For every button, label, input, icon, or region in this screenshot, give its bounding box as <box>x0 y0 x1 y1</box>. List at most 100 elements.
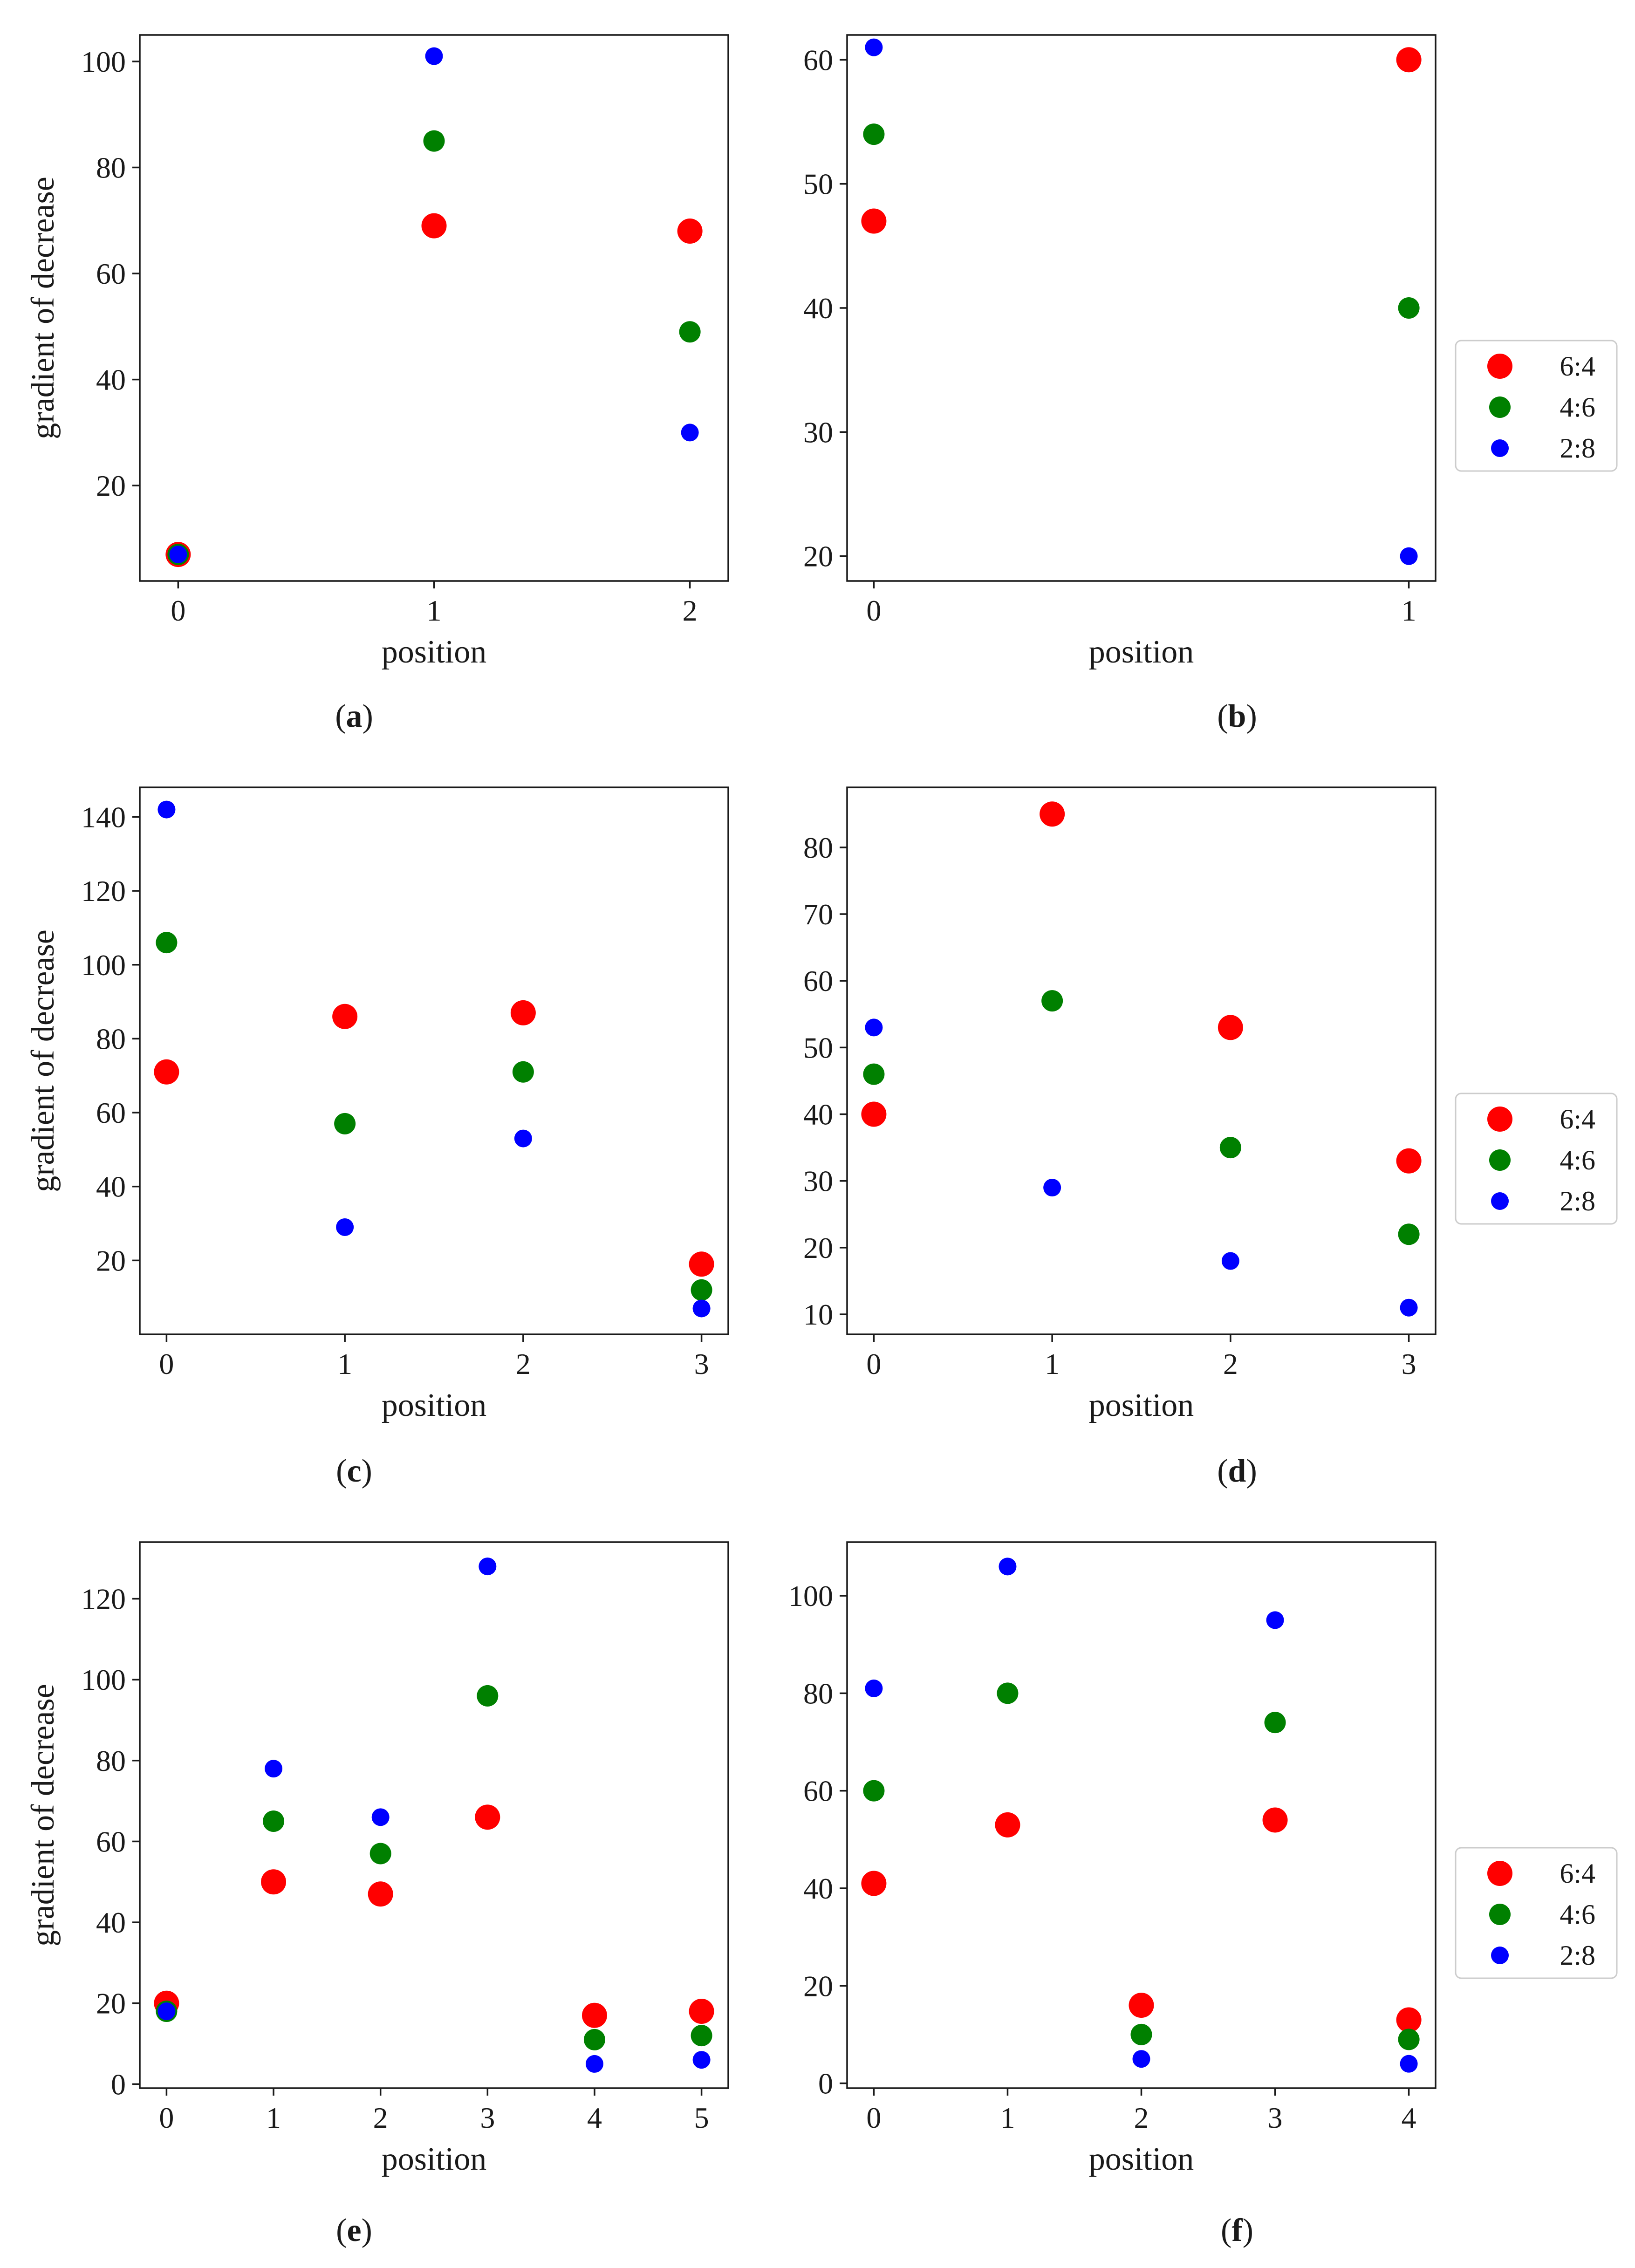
point-4-6-pos-2 <box>1219 1137 1241 1159</box>
point-6-4-pos-3 <box>1396 1148 1422 1174</box>
point-6-4-pos-1 <box>1040 801 1065 827</box>
point-4-6-pos-1 <box>334 1113 356 1134</box>
point-6-4-pos-0 <box>861 1101 887 1127</box>
x-tick-label: 1 <box>1045 1347 1060 1380</box>
y-tick-label: 30 <box>803 1165 833 1198</box>
point-2-8-pos-2 <box>371 1808 390 1826</box>
x-tick-label: 2 <box>373 2101 388 2134</box>
x-tick-label: 0 <box>159 1347 174 1380</box>
chart-panel-c: 20 40 60 80 100 120 140 0 1 2 3 position gradient of… <box>25 786 729 1489</box>
legend-marker-4-6 <box>1489 396 1511 418</box>
point-6-4-pos-3 <box>1262 1807 1288 1833</box>
point-6-4-pos-4 <box>1396 2007 1422 2033</box>
point-6-4-pos-0 <box>154 1059 179 1085</box>
legend-label: 4:6 <box>1560 392 1595 423</box>
legend-marker-4-6 <box>1489 1904 1511 1925</box>
legend-marker-2-8 <box>1491 439 1509 457</box>
x-tick-label: 5 <box>694 2101 709 2134</box>
point-2-8-pos-0 <box>157 800 176 819</box>
point-2-8-pos-0 <box>157 2002 176 2021</box>
y-tick-label: 60 <box>96 257 126 290</box>
point-2-8-pos-2 <box>514 1129 532 1148</box>
plot-frame <box>139 34 729 582</box>
y-tick-label: 50 <box>803 1031 833 1064</box>
plot-frame <box>846 786 1437 1335</box>
y-tick-label: 40 <box>803 1098 833 1131</box>
point-6-4-pos-1 <box>1396 47 1422 73</box>
chart-panel-f: 0 20 40 60 80 100 0 1 2 3 4 position (f) 6:4 4:6 2:8 <box>788 1541 1618 2248</box>
plot-frame <box>139 1541 729 2089</box>
y-tick-label: 100 <box>81 45 126 78</box>
point-4-6-pos-3 <box>1398 1223 1420 1245</box>
x-tick-label: 3 <box>694 1347 709 1380</box>
y-tick-label: 40 <box>96 1170 126 1203</box>
point-2-8-pos-1 <box>425 47 443 65</box>
point-2-8-pos-2 <box>681 424 699 442</box>
x-tick-label: 1 <box>337 1347 352 1380</box>
point-2-8-pos-3 <box>692 1299 711 1318</box>
point-4-6-pos-4 <box>583 2029 605 2050</box>
y-tick-label: 60 <box>803 1775 833 1808</box>
y-tick-label: 20 <box>96 1987 126 2020</box>
x-tick-label: 4 <box>1402 2101 1416 2134</box>
point-4-6-pos-0 <box>156 932 178 954</box>
y-tick-label: 20 <box>803 1969 833 2002</box>
point-2-8-pos-1 <box>1043 1179 1061 1197</box>
panel-caption: (c) <box>336 1453 372 1489</box>
point-6-4-pos-5 <box>689 1999 714 2024</box>
y-tick-label: 60 <box>803 43 833 76</box>
point-6-4-pos-1 <box>261 1869 287 1895</box>
y-tick-label: 100 <box>788 1579 833 1612</box>
x-tick-label: 0 <box>866 594 881 627</box>
point-2-8-pos-1 <box>336 1218 354 1236</box>
point-2-8-pos-1 <box>265 1760 283 1778</box>
y-tick-label: 30 <box>803 416 833 449</box>
point-4-6-pos-2 <box>679 321 701 343</box>
y-tick-label: 50 <box>803 168 833 201</box>
x-axis-label: position <box>382 2141 487 2177</box>
legend: 6:4 4:6 2:8 <box>1455 1847 1618 1979</box>
legend-label: 2:8 <box>1560 1940 1595 1971</box>
x-tick-label: 3 <box>480 2101 495 2134</box>
point-4-6-pos-2 <box>1130 2023 1152 2045</box>
legend-label: 6:4 <box>1560 351 1595 382</box>
y-tick-label: 40 <box>803 1872 833 1905</box>
point-2-8-pos-0 <box>865 1018 883 1037</box>
chart-panel-a: 20 40 60 80 100 0 1 2 position gradient of decrea… <box>25 34 729 734</box>
legend-label: 2:8 <box>1560 1186 1595 1216</box>
point-2-8-pos-4 <box>585 2055 603 2073</box>
point-2-8-pos-1 <box>999 1558 1017 1576</box>
y-tick-label: 40 <box>96 363 126 396</box>
y-axis-label: gradient of decrease <box>25 1684 61 1947</box>
x-tick-label: 2 <box>1134 2101 1149 2134</box>
x-tick-label: 1 <box>1402 594 1416 627</box>
legend-marker-6-4 <box>1487 1861 1512 1886</box>
point-4-6-pos-1 <box>1041 990 1063 1012</box>
y-tick-label: 40 <box>96 1906 126 1939</box>
x-tick-label: 2 <box>1223 1347 1238 1380</box>
point-6-4-pos-2 <box>1218 1015 1243 1040</box>
legend-label: 2:8 <box>1560 433 1595 464</box>
point-6-4-pos-0 <box>861 1871 887 1896</box>
point-4-6-pos-1 <box>1398 297 1420 319</box>
x-tick-label: 1 <box>266 2101 281 2134</box>
point-4-6-pos-4 <box>1398 2029 1420 2050</box>
legend: 6:4 4:6 2:8 <box>1455 1093 1618 1225</box>
panel-caption: (b) <box>1217 698 1257 734</box>
y-tick-label: 70 <box>803 898 833 931</box>
y-tick-label: 20 <box>96 469 126 502</box>
point-4-6-pos-2 <box>369 1843 391 1865</box>
y-tick-label: 60 <box>96 1096 126 1129</box>
point-4-6-pos-3 <box>691 1279 712 1301</box>
x-tick-label: 1 <box>1000 2101 1015 2134</box>
x-tick-label: 0 <box>866 1347 881 1380</box>
x-tick-label: 4 <box>587 2101 602 2134</box>
y-tick-label: 20 <box>803 1231 833 1264</box>
chart-panel-d: 10 20 30 40 50 60 70 80 0 1 2 3 position (d) 6:4 4:6 2:8 <box>803 786 1618 1489</box>
y-tick-label: 100 <box>81 1663 126 1696</box>
legend-label: 4:6 <box>1560 1899 1595 1930</box>
point-4-6-pos-1 <box>423 130 445 152</box>
y-tick-label: 60 <box>96 1825 126 1858</box>
x-tick-label: 0 <box>159 2101 174 2134</box>
